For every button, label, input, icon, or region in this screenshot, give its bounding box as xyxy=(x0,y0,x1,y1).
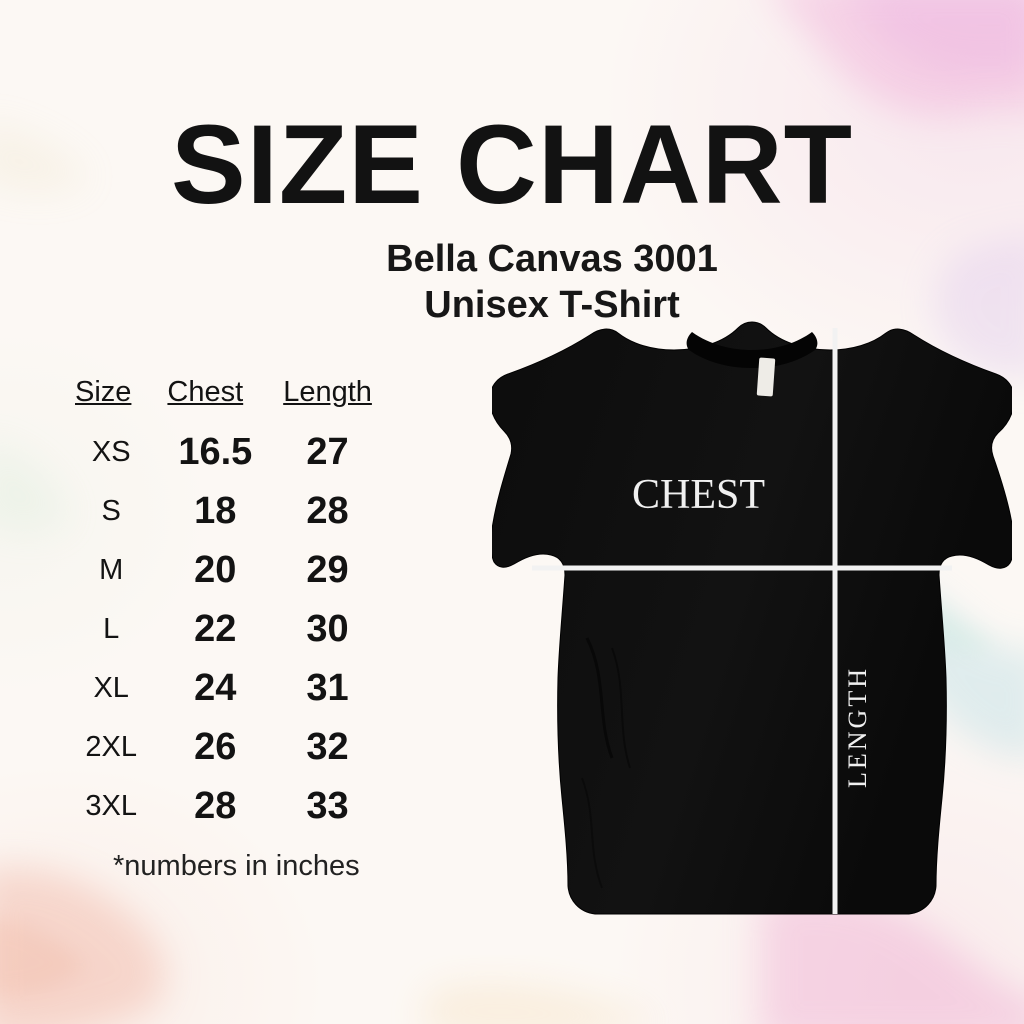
svg-text:CHEST: CHEST xyxy=(632,472,765,518)
svg-text:LENGTH: LENGTH xyxy=(843,666,872,788)
